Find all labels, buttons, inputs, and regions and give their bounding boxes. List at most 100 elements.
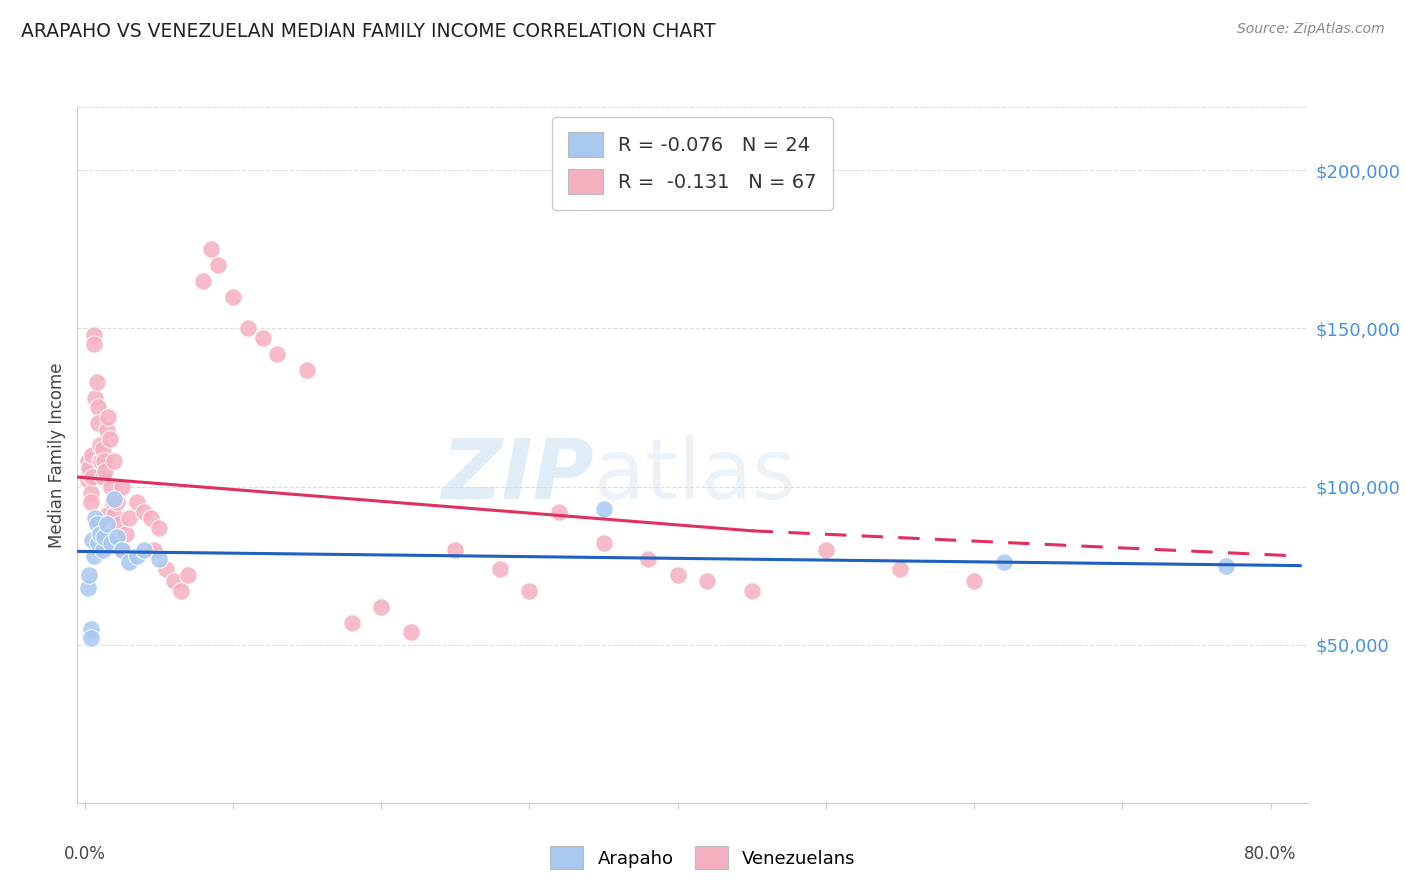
Point [89,438,111,452]
Point [82,470,104,484]
Point [111,542,134,557]
Point [105,495,128,509]
Point [101,495,124,509]
Point [103,508,125,522]
Point [77,568,100,582]
Text: 80.0%: 80.0% [1244,845,1296,863]
Point [993,556,1015,570]
Point [889,562,911,576]
Point [592,501,614,516]
Point [83,337,105,351]
Point [370,599,392,614]
Point [125,549,148,563]
Point [548,505,571,519]
Point [637,552,659,566]
Point [132,542,155,557]
Point [86,375,108,389]
Point [96,508,118,522]
Point [814,542,837,557]
Point [94,464,117,478]
Point [141,511,163,525]
Point [200,243,222,257]
Point [84,511,107,525]
Point [93,530,115,544]
Point [132,505,155,519]
Point [207,258,229,272]
Point [236,321,259,335]
Point [89,527,111,541]
Point [118,511,141,525]
Point [444,542,467,557]
Point [111,542,134,557]
Point [100,536,122,550]
Point [76,454,98,468]
Point [87,401,110,415]
Point [91,542,114,557]
Point [77,467,100,481]
Point [399,625,422,640]
Point [79,622,101,636]
Point [87,417,110,431]
Point [115,527,138,541]
Point [91,470,114,484]
Point [170,583,193,598]
Point [266,347,288,361]
Y-axis label: Median Family Income: Median Family Income [48,362,66,548]
Point [118,556,141,570]
Text: Source: ZipAtlas.com: Source: ZipAtlas.com [1237,22,1385,37]
Point [741,583,763,598]
Point [666,568,689,582]
Point [77,460,100,475]
Point [96,423,118,437]
Point [488,562,510,576]
Legend: R = -0.076   N = 24, R =  -0.131   N = 67: R = -0.076 N = 24, R = -0.131 N = 67 [553,117,832,210]
Point [100,479,122,493]
Point [193,274,215,288]
Point [125,495,148,509]
Point [98,432,121,446]
Text: atlas: atlas [595,435,796,516]
Point [93,454,115,468]
Point [79,632,101,646]
Point [79,486,101,500]
Point [148,552,170,566]
Point [519,583,541,598]
Text: ZIP: ZIP [441,435,595,516]
Point [177,568,200,582]
Point [86,517,108,532]
Point [91,442,114,456]
Text: ARAPAHO VS VENEZUELAN MEDIAN FAMILY INCOME CORRELATION CHART: ARAPAHO VS VENEZUELAN MEDIAN FAMILY INCO… [21,22,716,41]
Point [82,533,104,548]
Point [97,409,120,424]
Point [103,492,125,507]
Point [108,517,131,532]
Point [252,331,274,345]
Point [148,521,170,535]
Point [592,536,614,550]
Point [82,448,104,462]
Point [295,362,318,376]
Point [143,542,166,557]
Point [89,454,111,468]
Point [90,454,112,468]
Point [96,517,118,532]
Point [79,495,101,509]
Point [76,473,98,487]
Point [163,574,186,589]
Point [87,536,110,550]
Legend: Arapaho, Venezuelans: Arapaho, Venezuelans [541,838,865,879]
Point [103,454,125,468]
Point [222,290,245,304]
Text: 0.0%: 0.0% [63,845,105,863]
Point [76,581,98,595]
Point [83,327,105,342]
Point [111,479,134,493]
Point [84,391,107,405]
Point [105,530,128,544]
Point [696,574,718,589]
Point [155,562,177,576]
Point [1215,558,1237,573]
Point [963,574,986,589]
Point [83,549,105,563]
Point [340,615,363,630]
